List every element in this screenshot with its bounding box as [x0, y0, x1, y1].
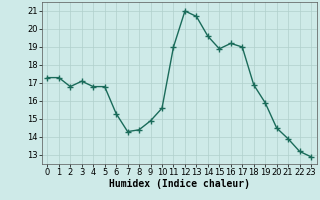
- X-axis label: Humidex (Indice chaleur): Humidex (Indice chaleur): [109, 179, 250, 189]
